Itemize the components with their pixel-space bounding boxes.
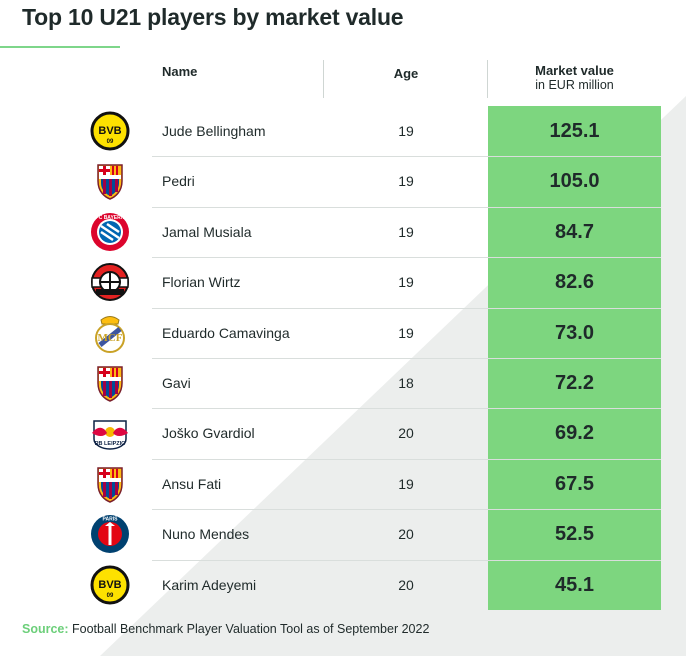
table-row: Florian Wirtz 19 82.6	[152, 257, 661, 307]
table-row: Joško Gvardiol 20 69.2	[152, 408, 661, 458]
player-name: Nuno Mendes	[162, 526, 250, 542]
table-row: Jamal Musiala 19 84.7	[152, 207, 661, 257]
market-value: 84.7	[555, 221, 594, 243]
row-divider	[152, 308, 661, 309]
player-age: 18	[398, 375, 414, 391]
source-label: Source:	[22, 622, 69, 636]
column-header-age: Age	[393, 66, 419, 81]
real-madrid-logo-icon: MCF	[88, 311, 132, 355]
rb-leipzig-logo-icon: RB LEIPZIG	[88, 411, 132, 455]
player-age: 19	[398, 173, 414, 189]
column-header-market-value-unit: in EUR million	[535, 78, 614, 92]
market-value: 69.2	[555, 422, 594, 444]
player-age: 19	[398, 476, 414, 492]
market-value: 82.6	[555, 271, 594, 293]
svg-text:09: 09	[107, 593, 114, 599]
psg-logo-icon: PARIS	[88, 512, 132, 556]
fcb-barcelona-logo-icon	[88, 361, 132, 405]
player-name: Pedri	[162, 173, 195, 189]
fcb-barcelona-logo-icon	[88, 462, 132, 506]
fcb-barcelona-logo-icon	[88, 159, 132, 203]
svg-text:BVB: BVB	[98, 125, 121, 137]
player-age: 19	[398, 274, 414, 290]
header-separator	[323, 60, 324, 98]
player-age: 20	[398, 577, 414, 593]
table-row: Nuno Mendes 20 52.5	[152, 509, 661, 559]
market-value: 125.1	[549, 120, 600, 142]
player-age: 19	[398, 325, 414, 341]
market-value: 52.5	[555, 523, 594, 545]
row-divider	[152, 358, 661, 359]
player-name: Eduardo Camavinga	[162, 325, 290, 341]
table-row: Eduardo Camavinga 19 73.0	[152, 308, 661, 358]
svg-text:PARIS: PARIS	[103, 517, 119, 523]
player-age: 20	[398, 425, 414, 441]
player-name: Jamal Musiala	[162, 224, 252, 240]
market-value: 73.0	[555, 322, 594, 344]
svg-text:MCF: MCF	[97, 332, 122, 344]
source-text: Football Benchmark Player Valuation Tool…	[68, 622, 430, 636]
table-row: Gavi 18 72.2	[152, 358, 661, 408]
column-header-name: Name	[162, 64, 198, 79]
bvb-logo-icon: BVB 09	[88, 109, 132, 153]
leverkusen-logo-icon	[88, 260, 132, 304]
svg-text:FC BAYERN: FC BAYERN	[96, 215, 125, 221]
player-name: Joško Gvardiol	[162, 425, 255, 441]
player-age: 20	[398, 526, 414, 542]
market-value: 72.2	[555, 372, 594, 394]
title-underline	[0, 46, 120, 48]
table-row: Karim Adeyemi 20 45.1	[152, 560, 661, 610]
row-divider	[152, 207, 661, 208]
table-row: Pedri 19 105.0	[152, 156, 661, 206]
player-name: Florian Wirtz	[162, 274, 241, 290]
player-name: Ansu Fati	[162, 476, 222, 492]
header-separator	[487, 60, 488, 98]
row-divider	[152, 257, 661, 258]
player-name: Gavi	[162, 375, 191, 391]
page-title: Top 10 U21 players by market value	[22, 4, 404, 30]
row-divider	[152, 560, 661, 561]
svg-text:BVB: BVB	[98, 579, 121, 591]
row-divider	[152, 408, 661, 409]
player-name: Jude Bellingham	[162, 123, 266, 139]
market-value: 105.0	[549, 170, 600, 192]
bvb-logo-icon: BVB 09	[88, 563, 132, 607]
row-divider	[152, 156, 661, 157]
svg-text:09: 09	[107, 139, 114, 145]
row-divider	[152, 459, 661, 460]
market-value: 67.5	[555, 473, 594, 495]
market-value: 45.1	[555, 574, 594, 596]
player-age: 19	[398, 123, 414, 139]
table-row: Jude Bellingham 19 125.1	[152, 106, 661, 156]
source-note: Source: Football Benchmark Player Valuat…	[22, 622, 429, 636]
player-age: 19	[398, 224, 414, 240]
row-divider	[152, 509, 661, 510]
table-row: Ansu Fati 19 67.5	[152, 459, 661, 509]
player-name: Karim Adeyemi	[162, 577, 257, 593]
column-header-market-value: Market value in EUR million	[488, 63, 661, 93]
svg-text:RB LEIPZIG: RB LEIPZIG	[95, 441, 126, 447]
bayern-logo-icon: FC BAYERN	[88, 210, 132, 254]
column-header-market-value-label: Market value	[535, 63, 614, 78]
